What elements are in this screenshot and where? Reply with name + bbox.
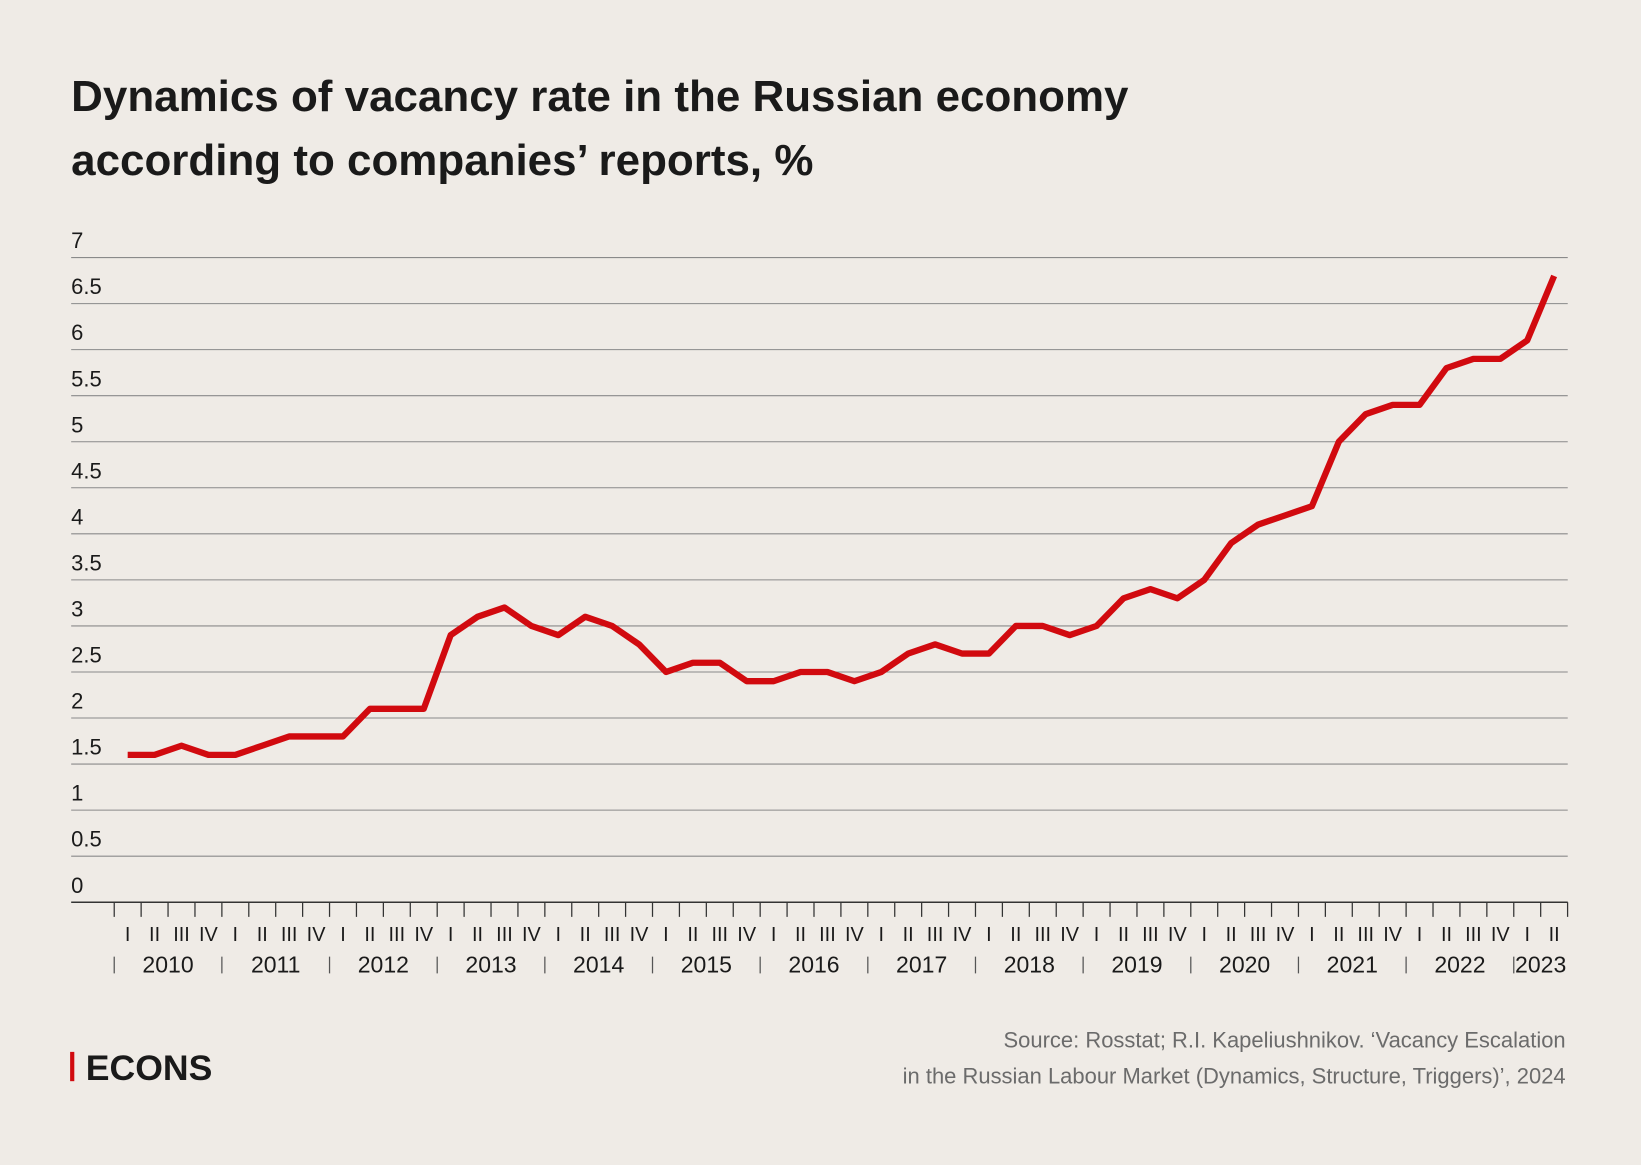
year-label: 2010 — [142, 951, 193, 977]
y-tick-label: 4.5 — [71, 458, 102, 483]
x-tick-label: I — [233, 924, 239, 946]
x-tick-label: I — [1417, 924, 1423, 946]
y-tick-label: 5.5 — [71, 366, 102, 391]
y-tick-label: 0 — [71, 873, 83, 898]
x-tick-label: II — [149, 924, 160, 946]
year-label: 2018 — [1004, 951, 1055, 977]
year-label: 2019 — [1111, 951, 1162, 977]
x-tick-label: I — [1094, 924, 1100, 946]
x-tick-label: III — [173, 924, 190, 946]
x-tick-label: II — [903, 924, 914, 946]
chart-title: according to companies’ reports, % — [71, 136, 813, 185]
x-tick-label: III — [389, 924, 406, 946]
year-label: 2017 — [896, 951, 947, 977]
year-label: 2016 — [788, 951, 839, 977]
x-tick-label: I — [986, 924, 992, 946]
source-note: in the Russian Labour Market (Dynamics, … — [903, 1063, 1566, 1088]
x-tick-label: II — [472, 924, 483, 946]
x-tick-label: IV — [737, 924, 757, 946]
x-tick-label: IV — [953, 924, 973, 946]
data-line — [127, 274, 1558, 759]
source-note: Source: Rosstat; R.I. Kapeliushnikov. ‘V… — [1004, 1028, 1566, 1053]
year-label: 2023 — [1515, 951, 1566, 977]
x-tick-label: I — [879, 924, 885, 946]
x-tick-label: III — [712, 924, 729, 946]
year-label: 2013 — [465, 951, 516, 977]
x-tick-label: III — [281, 924, 298, 946]
x-tick-label: II — [687, 924, 698, 946]
x-tick-label: IV — [522, 924, 542, 946]
x-tick-label: IV — [1060, 924, 1080, 946]
year-label: 2011 — [251, 951, 300, 977]
x-tick-label: IV — [1383, 924, 1403, 946]
year-label: 2015 — [681, 951, 732, 977]
x-tick-label: IV — [1168, 924, 1188, 946]
x-tick-label: II — [1549, 924, 1560, 946]
x-tick-label: IV — [845, 924, 865, 946]
x-tick-label: II — [1010, 924, 1021, 946]
x-tick-label: I — [1201, 924, 1207, 946]
y-tick-label: 2 — [71, 689, 83, 714]
x-tick-label: I — [1524, 924, 1530, 946]
x-tick-label: IV — [414, 924, 434, 946]
x-tick-label: IV — [307, 924, 327, 946]
x-tick-label: II — [580, 924, 591, 946]
x-tick-label: III — [604, 924, 621, 946]
x-tick-label: I — [340, 924, 346, 946]
year-label: 2012 — [358, 951, 409, 977]
year-label: 2014 — [573, 951, 624, 977]
x-tick-label: II — [1333, 924, 1344, 946]
x-tick-label: I — [1309, 924, 1315, 946]
x-tick-label: III — [1465, 924, 1482, 946]
x-tick-label: III — [1357, 924, 1374, 946]
x-tick-label: I — [125, 924, 131, 946]
y-tick-label: 3.5 — [71, 550, 102, 575]
x-tick-label: I — [556, 924, 562, 946]
chart-title: Dynamics of vacancy rate in the Russian … — [71, 72, 1129, 121]
x-tick-label: II — [1226, 924, 1237, 946]
year-label: 2022 — [1434, 951, 1485, 977]
x-tick-label: III — [819, 924, 836, 946]
x-tick-label: I — [448, 924, 454, 946]
y-tick-label: 1 — [71, 781, 83, 806]
y-tick-label: 5 — [71, 412, 83, 437]
x-tick-label: II — [1118, 924, 1129, 946]
x-tick-label: II — [257, 924, 268, 946]
y-tick-label: 4 — [71, 504, 83, 529]
x-tick-label: II — [795, 924, 806, 946]
x-tick-label: III — [927, 924, 944, 946]
year-label: 2020 — [1219, 951, 1270, 977]
y-tick-label: 2.5 — [71, 643, 102, 668]
y-tick-label: 3 — [71, 597, 83, 622]
x-tick-label: I — [771, 924, 777, 946]
y-tick-label: 6 — [71, 320, 83, 345]
x-tick-label: IV — [630, 924, 650, 946]
logo: ECONS — [86, 1048, 213, 1088]
x-tick-label: II — [1441, 924, 1452, 946]
y-tick-label: 6.5 — [71, 274, 102, 299]
year-label: 2021 — [1327, 951, 1378, 977]
x-tick-label: III — [1250, 924, 1267, 946]
y-tick-label: 7 — [71, 228, 83, 253]
x-tick-label: IV — [1276, 924, 1296, 946]
x-tick-label: II — [364, 924, 375, 946]
x-tick-label: IV — [199, 924, 219, 946]
x-tick-label: III — [1034, 924, 1051, 946]
x-tick-label: IV — [1491, 924, 1511, 946]
x-tick-label: III — [496, 924, 513, 946]
x-tick-label: I — [663, 924, 669, 946]
logo-bar — [70, 1051, 75, 1082]
x-tick-label: III — [1142, 924, 1159, 946]
y-tick-label: 0.5 — [71, 827, 102, 852]
y-tick-label: 1.5 — [71, 735, 102, 760]
